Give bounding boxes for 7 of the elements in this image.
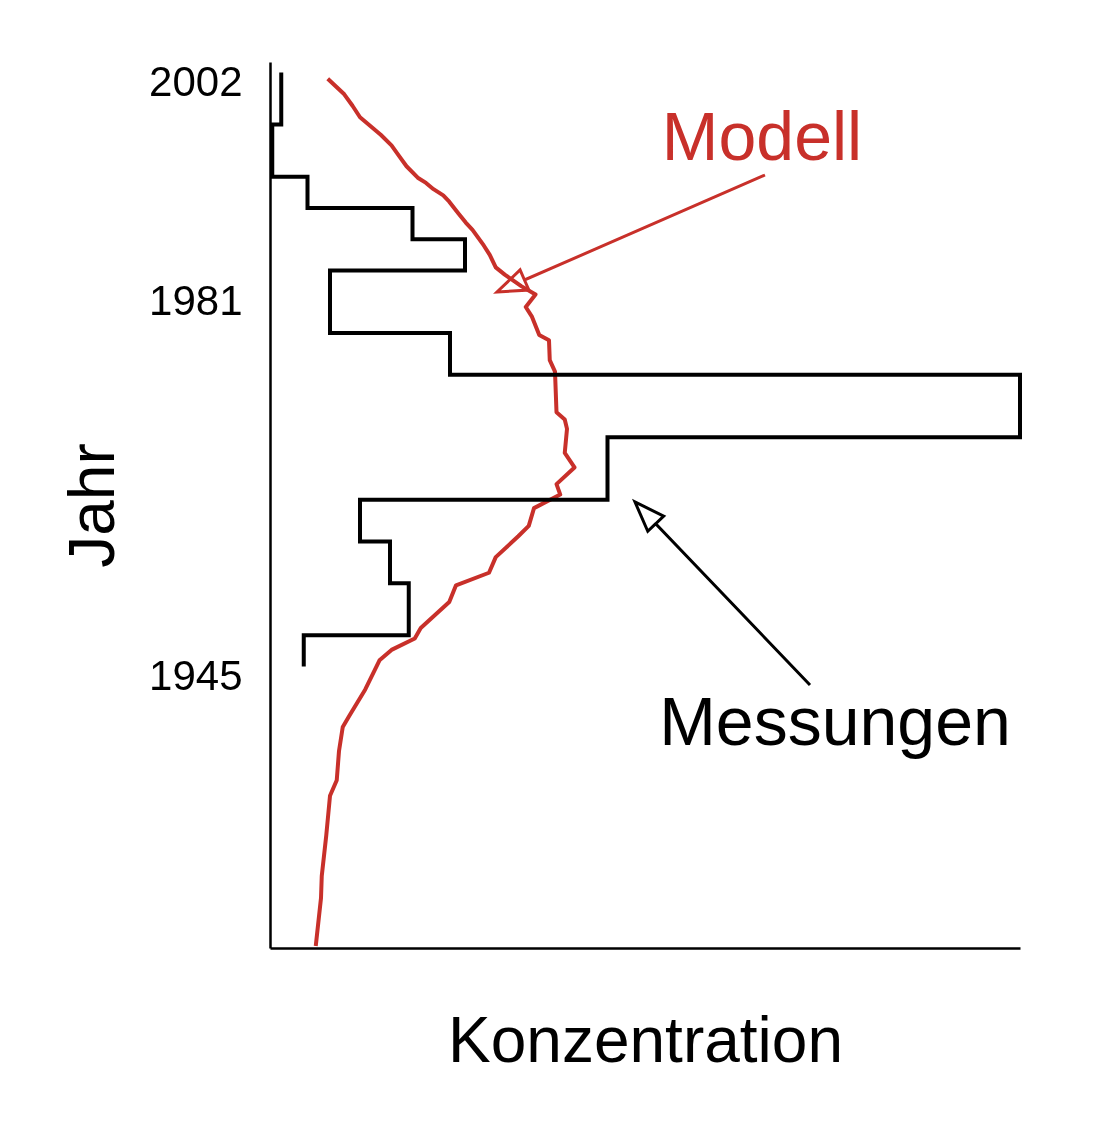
y-tick-label: 1981 (149, 277, 243, 325)
x-axis-title: Konzentration (448, 1003, 843, 1076)
y-tick-label: 1945 (149, 652, 243, 700)
text: Messungen (659, 683, 1011, 759)
text: Modell (661, 98, 863, 174)
y-axis-title: Jahr (56, 443, 129, 568)
y-tick-label: 2002 (149, 58, 243, 106)
